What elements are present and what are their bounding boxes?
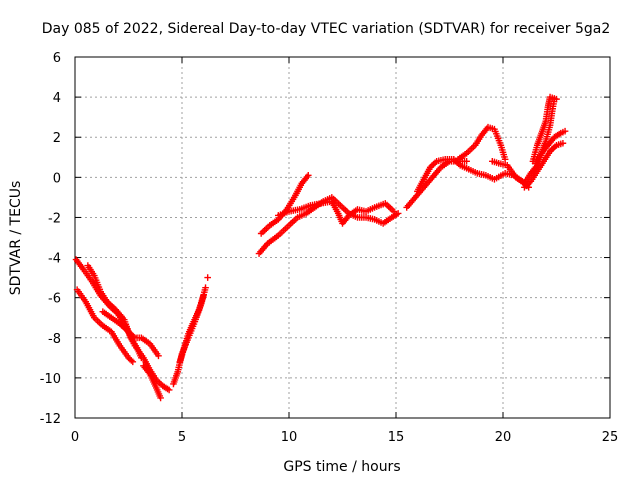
y-tick-label: 4 xyxy=(53,91,61,106)
y-tick-label: 0 xyxy=(53,171,61,186)
data-point xyxy=(553,95,560,103)
data-point xyxy=(559,139,567,147)
y-tick-label: -8 xyxy=(48,332,61,347)
data-point xyxy=(561,127,569,135)
y-tick-label: 2 xyxy=(53,131,61,146)
plot-frame xyxy=(74,56,611,419)
chart-title: Day 085 of 2022, Sidereal Day-to-day VTE… xyxy=(42,21,611,37)
x-tick-label: 15 xyxy=(388,430,405,445)
y-tick-label: -6 xyxy=(48,292,61,307)
grid xyxy=(75,57,610,418)
x-axis-label: GPS time / hours xyxy=(283,459,400,475)
data-point xyxy=(304,172,312,179)
data-point xyxy=(390,208,398,215)
data-point xyxy=(155,352,162,360)
y-tick-label: -2 xyxy=(48,211,61,226)
y-axis-label: SDTVAR / TECUs xyxy=(8,181,24,296)
y-tick-label: -4 xyxy=(48,252,61,267)
data-point xyxy=(501,155,509,163)
data-point xyxy=(202,284,209,291)
x-tick-label: 10 xyxy=(281,430,298,445)
data-series xyxy=(72,93,569,402)
data-point xyxy=(204,274,211,281)
data-point xyxy=(394,210,402,217)
y-tick-label: -10 xyxy=(40,372,61,387)
axes: 0 5 10 15 20 25 -12 -10 -8 -6 -4 -2 0 2 4 6 xyxy=(40,51,619,445)
y-tick-label: -12 xyxy=(40,412,61,427)
x-tick-label: 0 xyxy=(71,430,79,445)
data-point xyxy=(128,357,135,364)
data-point xyxy=(165,386,173,394)
data-point xyxy=(200,292,207,299)
x-tick-label: 25 xyxy=(602,430,619,445)
y-tick-label: 6 xyxy=(53,51,61,66)
x-tick-label: 20 xyxy=(495,430,512,445)
data-point xyxy=(138,354,145,362)
data-point xyxy=(157,394,164,402)
x-tick-label: 5 xyxy=(178,430,186,445)
data-point xyxy=(129,358,137,366)
data-point xyxy=(463,157,470,165)
